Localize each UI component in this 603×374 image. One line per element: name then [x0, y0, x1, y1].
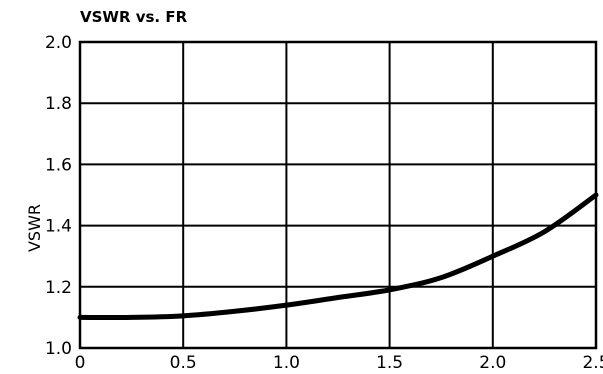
- x-tick-label: 2.0: [479, 353, 506, 373]
- x-tick-label: 0: [75, 353, 86, 373]
- y-tick-label: 2.0: [45, 33, 72, 53]
- x-tick-label: 1.0: [273, 353, 300, 373]
- chart-title: VSWR vs. FR: [80, 8, 188, 26]
- x-tick-label: 2.5: [582, 353, 603, 373]
- y-tick-label: 1.2: [45, 278, 72, 298]
- y-axis-label: VSWR: [25, 204, 44, 252]
- plot-frame: [78, 40, 598, 350]
- x-tick-label: 1.5: [376, 353, 403, 373]
- y-tick-label: 1.6: [45, 155, 72, 175]
- tick-labels: 0 0.5 1.0 1.5 2.0 2.5 1.0 1.2 1.4 1.6 1.8 2.0: [45, 33, 603, 373]
- vswr-series-line: [77, 192, 599, 321]
- grid-lines: [80, 42, 596, 348]
- x-tick-label: 0.5: [170, 353, 197, 373]
- series-layer: [77, 192, 599, 321]
- y-tick-label: 1.8: [45, 94, 72, 114]
- y-tick-label: 1.4: [45, 217, 72, 237]
- y-tick-label: 1.0: [45, 339, 72, 359]
